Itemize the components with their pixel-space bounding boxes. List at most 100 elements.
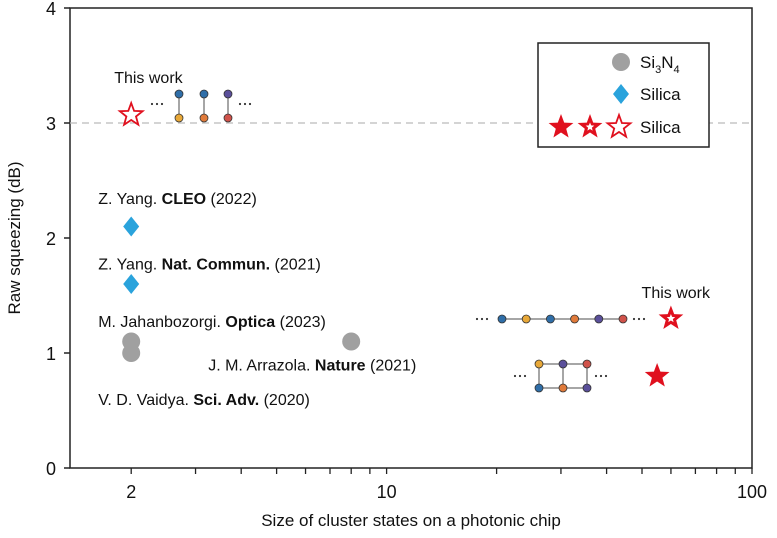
ellipsis-dot [632, 317, 636, 321]
annotation-part: Z. Yang. [98, 256, 161, 273]
legend-marker-diamond [613, 84, 629, 104]
y-tick-label: 3 [46, 114, 56, 134]
data-point-circle [122, 344, 141, 362]
x-tick-label: 100 [737, 482, 767, 502]
annotation-label: J. M. Arrazola. Nature (2021) [208, 358, 416, 375]
ellipsis-dot [523, 374, 527, 378]
ellipsis-dot [243, 102, 247, 106]
star-icon [548, 114, 574, 138]
x-axis-label: Size of cluster states on a photonic chi… [261, 511, 561, 530]
legend-label-part: N [661, 53, 673, 72]
graph-node [534, 359, 544, 369]
annotation-part: This work [114, 70, 183, 87]
annotation-part: M. Jahanbozorgi. [98, 314, 225, 331]
annotation-part: Optica [225, 314, 275, 331]
annotation-label: This work [114, 70, 183, 87]
ellipsis-dot [248, 102, 252, 106]
annotation-label: M. Jahanbozorgi. Optica (2023) [98, 314, 326, 331]
annotation-part: Nature [315, 358, 366, 375]
graph-node [199, 113, 209, 123]
ellipsis-dot [637, 317, 641, 321]
cluster-diagram-linear [475, 314, 646, 324]
y-tick-label: 4 [46, 0, 56, 19]
annotation-part: Sci. Adv. [193, 392, 259, 409]
annotation-part: (2022) [206, 191, 257, 208]
ellipsis-dot [155, 102, 159, 106]
annotation-label: Z. Yang. Nat. Commun. (2021) [98, 256, 321, 273]
graph-node [521, 314, 531, 324]
annotation-part: (2021) [366, 358, 417, 375]
legend-marker-star-filled [548, 114, 574, 138]
graph-node [546, 314, 555, 324]
data-point-circle [342, 332, 361, 351]
annotation-part: (2020) [259, 392, 310, 409]
y-tick-label: 2 [46, 229, 56, 249]
annotation-part: Nat. Commun. [162, 256, 270, 273]
graph-node [199, 89, 209, 99]
annotation-part: V. D. Vaidya. [98, 392, 193, 409]
legend-label-si3n4: Si3N4 [640, 53, 680, 76]
legend-label-silica-stars: Silica [640, 118, 681, 137]
legend-marker-circle [612, 53, 630, 71]
legend-label-silica: Silica [640, 85, 681, 104]
legend-marker-star-hollow [605, 112, 633, 139]
graph-node [497, 314, 507, 324]
annotation-part: CLEO [162, 191, 206, 208]
legend-label-part: 3 [655, 64, 661, 76]
annotation-part: This work [642, 285, 711, 302]
graph-node [174, 113, 184, 123]
annotation-part: (2023) [275, 314, 326, 331]
graph-node [534, 383, 544, 393]
graph-node [570, 314, 579, 324]
annotation-part: Z. Yang. [98, 191, 161, 208]
data-point-star [644, 363, 670, 387]
ellipsis-dot [475, 317, 479, 321]
star-center [585, 122, 595, 131]
graph-node [223, 89, 233, 99]
star-icon [117, 100, 146, 127]
ellipsis-dot [480, 317, 484, 321]
x-tick-label: 2 [126, 482, 136, 502]
ellipsis-dot [150, 102, 154, 106]
graph-node [582, 359, 592, 369]
star-icon [644, 363, 670, 387]
ellipsis-dot [485, 317, 489, 321]
annotation-part: J. M. Arrazola. [208, 358, 315, 375]
star-center [666, 314, 676, 323]
legend-marker-star-half [577, 114, 603, 138]
ellipsis-dot [599, 374, 603, 378]
data-point-star [658, 305, 684, 329]
data-point-star [117, 100, 146, 127]
legend-label-part: 4 [674, 64, 680, 76]
legend-label-part: Si [640, 53, 655, 72]
graph-node [174, 89, 184, 99]
graph-node [223, 113, 233, 123]
ellipsis-dot [238, 102, 242, 106]
ellipsis-dot [642, 317, 646, 321]
graph-node [618, 314, 628, 324]
ellipsis-dot [160, 102, 164, 106]
ellipsis-dot [604, 374, 608, 378]
ellipsis-dot [513, 374, 517, 378]
legend: Si3N4 Silica Silica [537, 42, 710, 148]
annotation-label: This work [642, 285, 711, 302]
graph-node [594, 314, 604, 324]
ellipsis-dot [594, 374, 598, 378]
annotation-part: (2021) [270, 256, 321, 273]
graph-node [558, 359, 568, 369]
ellipsis-dot [518, 374, 522, 378]
y-tick-label: 1 [46, 344, 56, 364]
graph-node [558, 383, 568, 393]
annotation-label: V. D. Vaidya. Sci. Adv. (2020) [98, 392, 310, 409]
y-axis-label: Raw squeezing (dB) [5, 161, 24, 314]
cluster-diagram-pairs [150, 89, 252, 123]
x-tick-label: 10 [377, 482, 397, 502]
annotation-label: Z. Yang. CLEO (2022) [98, 191, 257, 208]
star-icon [605, 112, 633, 139]
y-tick-label: 0 [46, 459, 56, 479]
data-point-diamond [123, 216, 140, 237]
graph-node [582, 383, 592, 393]
data-point-diamond [123, 274, 140, 294]
